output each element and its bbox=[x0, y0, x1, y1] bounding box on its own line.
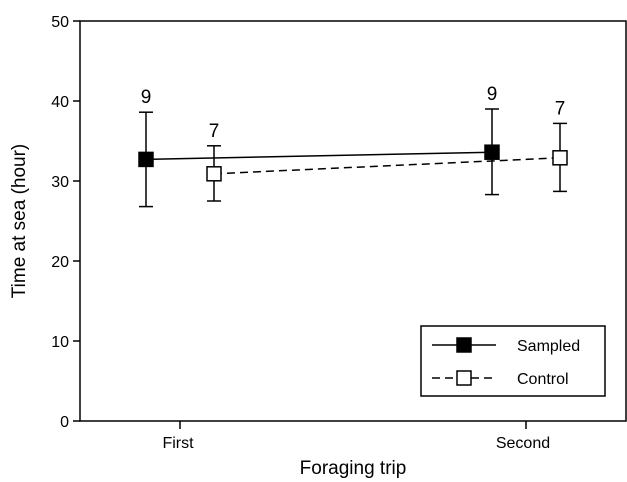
legend: Sampled Control bbox=[420, 325, 606, 397]
y-tick-label: 0 bbox=[60, 414, 69, 431]
sample-size-label: 9 bbox=[141, 87, 152, 108]
series-line bbox=[213, 157, 561, 175]
data-point bbox=[206, 166, 222, 182]
legend-label: Control bbox=[517, 371, 569, 388]
sample-size-label: 9 bbox=[487, 84, 498, 105]
legend-box bbox=[420, 325, 606, 397]
y-tick-label: 50 bbox=[51, 14, 69, 31]
legend-marker bbox=[456, 370, 472, 386]
y-tick-label: 30 bbox=[51, 174, 69, 191]
data-point bbox=[552, 150, 568, 166]
y-tick-label: 20 bbox=[51, 254, 69, 271]
series-control: 77 bbox=[206, 98, 568, 202]
x-axis-ticks: First Second bbox=[162, 421, 550, 452]
sample-size-label: 7 bbox=[555, 98, 566, 119]
series-layer: 9 977 bbox=[138, 84, 568, 208]
legend-label: Sampled bbox=[517, 338, 580, 355]
y-axis-ticks: 0 10 20 30 40 50 bbox=[51, 14, 80, 431]
data-point bbox=[138, 151, 154, 168]
y-tick-label: 40 bbox=[51, 94, 69, 111]
series-line bbox=[145, 151, 493, 161]
data-point bbox=[484, 144, 500, 160]
x-tick-label: Second bbox=[496, 435, 550, 452]
plot-frame bbox=[79, 20, 627, 422]
legend-marker bbox=[456, 337, 472, 353]
x-axis-title: Foraging trip bbox=[300, 458, 407, 479]
y-axis-title: Time at sea (hour) bbox=[9, 144, 30, 299]
x-tick-label: First bbox=[162, 435, 194, 452]
sample-size-label: 7 bbox=[209, 121, 220, 142]
y-tick-label: 10 bbox=[51, 334, 69, 351]
